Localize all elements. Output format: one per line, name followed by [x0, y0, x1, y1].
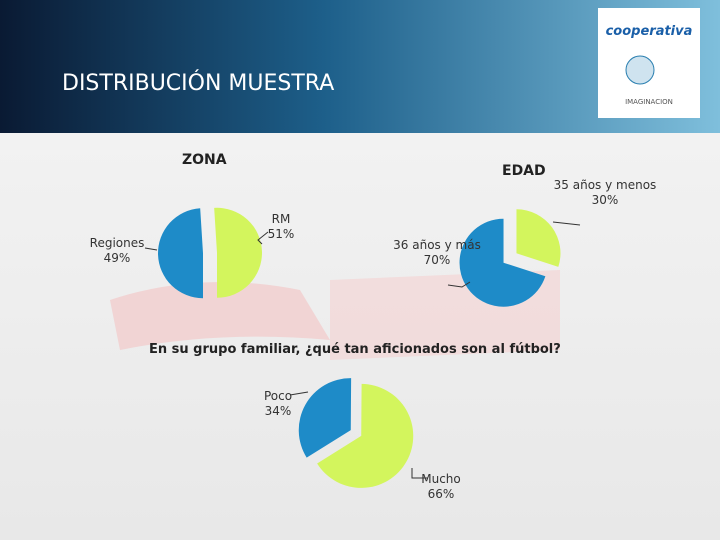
chart-title: EDAD: [502, 163, 546, 179]
value-label: 51%: [267, 227, 295, 241]
value-label: 30%: [591, 193, 619, 207]
leader-line: [552, 221, 581, 226]
value-label: 49%: [103, 251, 131, 265]
slide-title: DISTRIBUCIÓN MUESTRA: [62, 70, 334, 96]
slice-label: RM 51%: [226, 212, 336, 242]
pie-slice: [459, 218, 546, 307]
leader-line: [447, 281, 471, 288]
pie-slice: [298, 378, 352, 458]
slice-label: 35 años y menos 30%: [550, 178, 660, 208]
value-label: 66%: [427, 487, 455, 501]
slice-label: 36 años y más 70%: [382, 238, 492, 268]
leader-line: [411, 468, 428, 479]
leader-line: [257, 231, 269, 245]
logo-text: cooperativa: [606, 24, 693, 39]
chart-title: ZONA: [182, 152, 227, 168]
pie-slice: [214, 207, 262, 298]
category-label: RM: [271, 212, 291, 226]
leader-line: [144, 247, 158, 251]
value-label: 34%: [264, 404, 292, 418]
slice-label: Mucho 66%: [386, 472, 496, 502]
value-label: 70%: [423, 253, 451, 267]
slice-label: Regiones 49%: [62, 236, 172, 266]
logo-globe: [625, 55, 655, 85]
background-shape: [110, 282, 330, 350]
leader-line: [289, 391, 309, 396]
slice-label: Poco 34%: [223, 389, 333, 419]
category-label: 36 años y más: [393, 238, 481, 252]
logo-text: IMAGINACION: [625, 98, 673, 106]
category-label: Mucho: [421, 472, 461, 486]
category-label: 35 años y menos: [553, 178, 657, 192]
pie-slice: [317, 383, 414, 488]
category-label: Regiones: [89, 236, 145, 250]
pie-slice: [158, 208, 204, 299]
pie-slice: [516, 209, 561, 267]
chart-title: En su grupo familiar, ¿qué tan aficionad…: [149, 342, 561, 357]
category-label: Poco: [263, 389, 293, 403]
